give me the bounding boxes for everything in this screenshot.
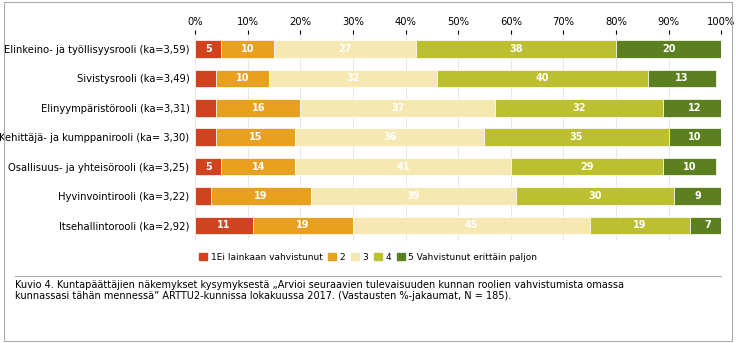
Text: 12: 12: [688, 103, 701, 113]
Text: 30: 30: [588, 191, 602, 201]
Text: 19: 19: [633, 221, 646, 230]
Bar: [195, 158, 222, 175]
Text: 45: 45: [464, 221, 478, 230]
Text: 41: 41: [396, 162, 410, 172]
Bar: [274, 40, 416, 58]
Bar: [195, 187, 210, 205]
Text: 15: 15: [249, 132, 262, 142]
Text: 10: 10: [236, 73, 250, 83]
Bar: [216, 70, 269, 87]
Bar: [222, 158, 295, 175]
Bar: [210, 187, 311, 205]
Text: Kuvio 4. Kuntapäättäjien näkemykset kysymyksestä „Arvioi seuraavien tulevaisuude: Kuvio 4. Kuntapäättäjien näkemykset kysy…: [15, 280, 623, 301]
Text: 40: 40: [536, 73, 549, 83]
Text: 13: 13: [675, 73, 689, 83]
Text: 9: 9: [694, 191, 701, 201]
Text: 10: 10: [241, 44, 255, 54]
Bar: [616, 40, 721, 58]
Bar: [222, 40, 274, 58]
Text: 38: 38: [509, 44, 523, 54]
Text: 10: 10: [683, 162, 696, 172]
Text: 37: 37: [391, 103, 404, 113]
Text: 7: 7: [705, 221, 712, 230]
Bar: [195, 128, 216, 146]
Bar: [516, 187, 674, 205]
Text: 16: 16: [252, 103, 265, 113]
Text: 14: 14: [252, 162, 265, 172]
Bar: [195, 99, 216, 117]
Bar: [590, 216, 690, 234]
Text: 32: 32: [573, 103, 586, 113]
Text: 5: 5: [205, 162, 211, 172]
Text: 19: 19: [254, 191, 268, 201]
Bar: [195, 40, 222, 58]
Bar: [216, 99, 300, 117]
Bar: [674, 187, 721, 205]
Bar: [311, 187, 516, 205]
Bar: [353, 216, 590, 234]
Bar: [484, 128, 669, 146]
Bar: [416, 40, 616, 58]
Text: 11: 11: [217, 221, 230, 230]
Text: 29: 29: [581, 162, 594, 172]
Bar: [295, 128, 484, 146]
Text: 10: 10: [688, 132, 701, 142]
Bar: [690, 216, 726, 234]
Bar: [300, 99, 495, 117]
Bar: [511, 158, 663, 175]
Text: 5: 5: [205, 44, 211, 54]
Bar: [295, 158, 511, 175]
Text: 32: 32: [346, 73, 360, 83]
Bar: [216, 128, 295, 146]
Bar: [648, 70, 716, 87]
Text: 36: 36: [383, 132, 397, 142]
Bar: [269, 70, 437, 87]
Text: 39: 39: [407, 191, 420, 201]
Text: 27: 27: [339, 44, 352, 54]
Bar: [253, 216, 353, 234]
Bar: [437, 70, 648, 87]
Bar: [663, 158, 716, 175]
Text: 20: 20: [662, 44, 676, 54]
Bar: [663, 99, 726, 117]
Text: 35: 35: [570, 132, 584, 142]
Bar: [195, 70, 216, 87]
Legend: 1Ei lainkaan vahvistunut, 2, 3, 4, 5 Vahvistunut erittäin paljon: 1Ei lainkaan vahvistunut, 2, 3, 4, 5 Vah…: [199, 253, 537, 262]
Bar: [669, 128, 721, 146]
Bar: [195, 216, 253, 234]
Bar: [495, 99, 663, 117]
Text: 19: 19: [296, 221, 310, 230]
